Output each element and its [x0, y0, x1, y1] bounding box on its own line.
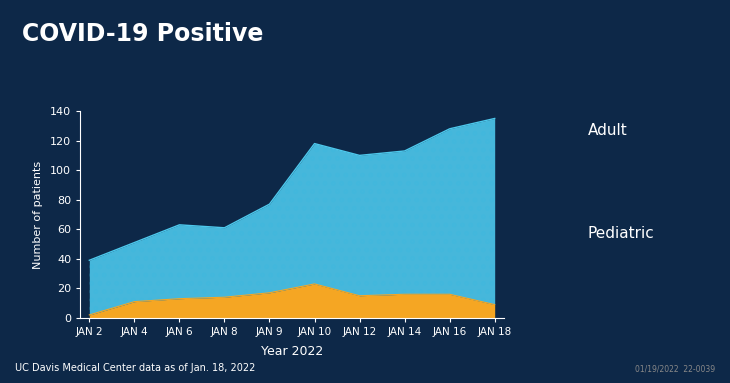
Text: HEALTH: HEALTH — [551, 65, 646, 85]
Text: Admitted Patients: Admitted Patients — [219, 60, 461, 84]
Text: COVID-19 Positive: COVID-19 Positive — [22, 22, 264, 46]
Text: Pediatric: Pediatric — [588, 226, 654, 241]
X-axis label: Year 2022: Year 2022 — [261, 345, 323, 358]
Text: UC: UC — [537, 18, 564, 36]
Text: Adult: Adult — [588, 123, 627, 138]
Text: 01/19/2022  22-0039: 01/19/2022 22-0039 — [635, 365, 715, 373]
Text: DAVIS: DAVIS — [566, 18, 641, 38]
Text: UC Davis Medical Center data as of Jan. 18, 2022: UC Davis Medical Center data as of Jan. … — [15, 363, 255, 373]
Y-axis label: Number of patients: Number of patients — [33, 160, 43, 268]
